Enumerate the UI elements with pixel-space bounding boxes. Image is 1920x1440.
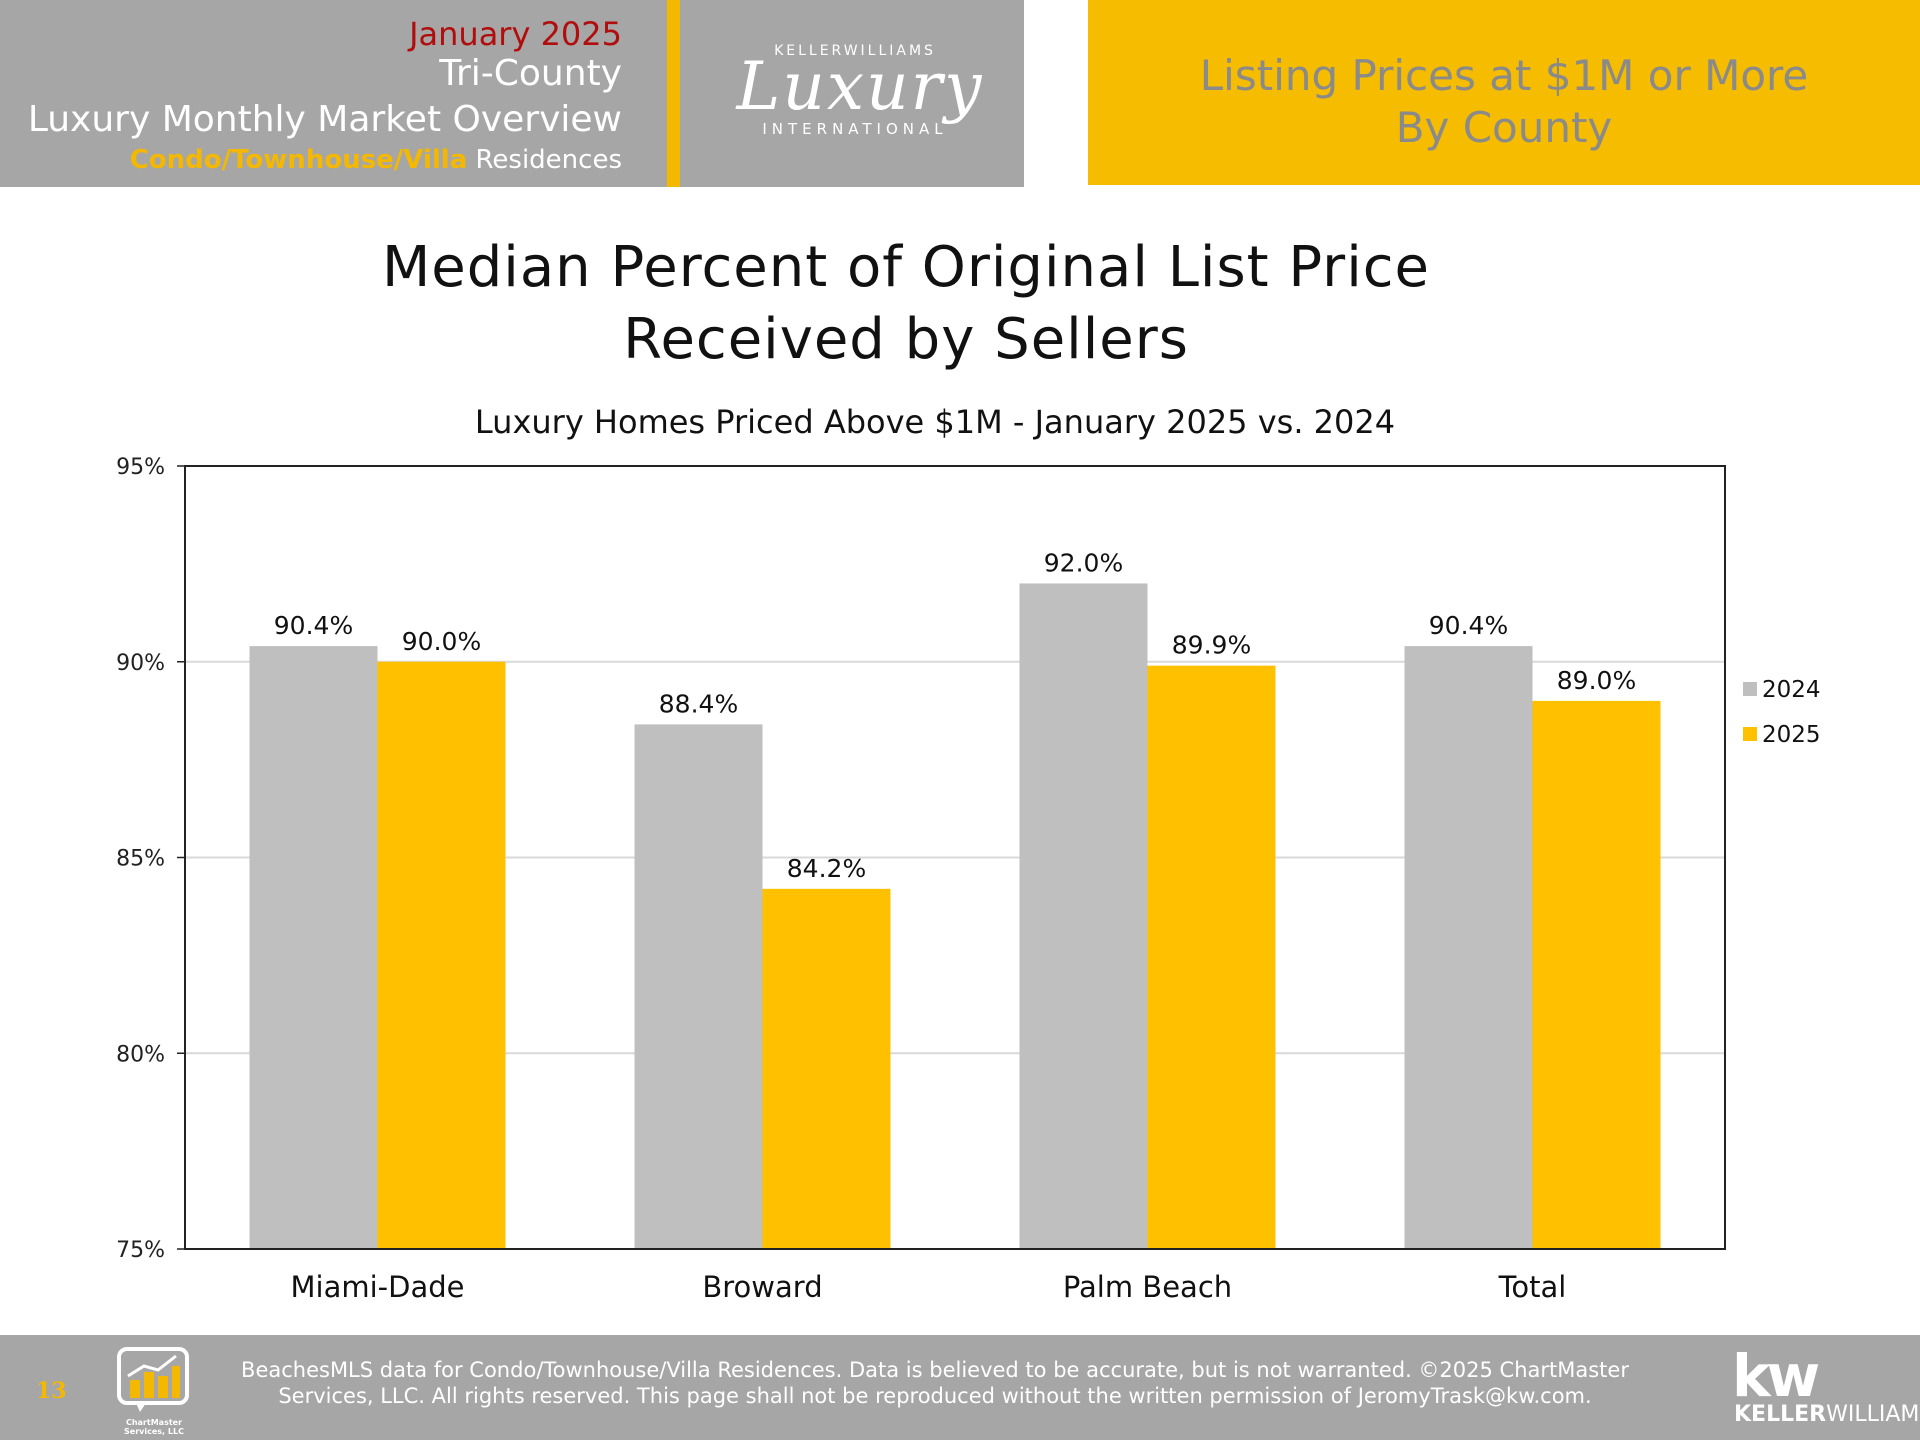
luxury-logo-sub: INTERNATIONAL <box>762 120 948 138</box>
kw-logo-mark: kw <box>1732 1342 1820 1410</box>
bar-2024-miami-dade <box>249 646 378 1249</box>
chartmaster-sub: Services, LLC <box>124 1427 184 1436</box>
header-logo-panel <box>680 0 1024 187</box>
luxury-logo-brand: KELLERWILLIAMS <box>774 43 936 59</box>
chartmaster-name: ChartMaster <box>125 1418 183 1427</box>
y-tick-label: 95% <box>116 455 165 480</box>
kw-name-rest: WILLIAMS. <box>1826 1402 1920 1427</box>
property-type-highlight: Condo/Townhouse/Villa <box>129 145 468 175</box>
legend-label: 2024 <box>1762 677 1821 703</box>
legend-label: 2025 <box>1762 722 1821 748</box>
legend-swatch <box>1743 727 1757 741</box>
report-overview-title: Luxury Monthly Market Overview <box>27 99 622 140</box>
bar-2024-total <box>1404 646 1533 1249</box>
page-title: Median Percent of Original List Price Re… <box>0 232 1812 376</box>
chart-bars <box>249 583 1661 1249</box>
luxury-logo-script: Luxury <box>736 48 984 125</box>
x-category-label: Palm Beach <box>1063 1270 1232 1304</box>
bar-2025-total <box>1532 700 1661 1249</box>
chart-x-labels: Miami-Dade Broward Palm Beach Total <box>291 1270 1567 1304</box>
disclaimer-line1: BeachesMLS data for Condo/Townhouse/Vill… <box>241 1358 1629 1382</box>
chartmaster-logo-icon <box>117 1347 189 1412</box>
chart-data-labels: 90.4% 90.0% 88.4% 84.2% 92.0% 89.9% 90.4% 89.0% <box>274 548 1636 882</box>
legend-swatch <box>1743 682 1757 696</box>
data-label: 89.9% <box>1172 631 1251 660</box>
y-tick-label: 85% <box>116 847 165 872</box>
data-label: 84.2% <box>787 854 866 883</box>
property-type-line: Condo/Townhouse/Villa Residences <box>130 145 622 175</box>
y-tick-label: 80% <box>116 1042 165 1067</box>
bar-2025-broward <box>762 888 891 1249</box>
data-label: 90.0% <box>402 627 481 656</box>
page-title-line2: Received by Sellers <box>623 307 1189 372</box>
data-label: 89.0% <box>1557 666 1636 695</box>
chart-subtitle: Luxury Homes Priced Above $1M - January … <box>474 403 1396 441</box>
x-category-label: Miami-Dade <box>291 1270 465 1304</box>
y-tick-label: 90% <box>116 651 165 676</box>
bar-2024-broward <box>634 724 763 1249</box>
chart-y-ticks: 75% 80% 85% 90% 95% <box>116 455 185 1263</box>
bar-2025-palm-beach <box>1147 665 1276 1249</box>
data-label: 88.4% <box>659 689 738 718</box>
header-left-panel <box>0 0 667 187</box>
report-region: Tri-County <box>439 53 622 94</box>
header-topic: Listing Prices at $1M or More By County <box>1088 50 1920 154</box>
bar-2025-miami-dade <box>377 661 506 1249</box>
header-topic-line2: By County <box>1395 103 1613 152</box>
header-topic-line1: Listing Prices at $1M or More <box>1199 51 1809 100</box>
bar-chart: 75% 80% 85% 90% 95% Miami-Dade Broward Palm Be… <box>116 455 1821 1304</box>
data-label: 90.4% <box>1429 611 1508 640</box>
header-topic-panel <box>1088 0 1920 185</box>
report-month: January 2025 <box>409 15 622 53</box>
footer-disclaimer: BeachesMLS data for Condo/Townhouse/Vill… <box>240 1357 1630 1409</box>
footer-bar <box>0 1335 1920 1440</box>
data-label: 90.4% <box>274 611 353 640</box>
kw-name-bold: KELLER <box>1734 1402 1827 1427</box>
page-number: 13 <box>36 1378 67 1404</box>
page-title-line1: Median Percent of Original List Price <box>381 235 1430 300</box>
bar-2024-palm-beach <box>1019 583 1148 1249</box>
header-divider <box>667 0 680 187</box>
chart-legend: 2024 2025 <box>1743 677 1821 748</box>
y-tick-label: 75% <box>116 1238 165 1263</box>
property-type-rest: Residences <box>467 145 623 175</box>
disclaimer-line2: Services, LLC. All rights reserved. This… <box>278 1384 1592 1408</box>
chartmaster-logo-text: ChartMaster Services, LLC <box>104 1418 204 1436</box>
kw-logo-name: KELLERWILLIAMS. <box>1734 1402 1920 1427</box>
x-category-label: Broward <box>702 1270 822 1304</box>
x-category-label: Total <box>1498 1270 1567 1304</box>
data-label: 92.0% <box>1044 548 1123 577</box>
